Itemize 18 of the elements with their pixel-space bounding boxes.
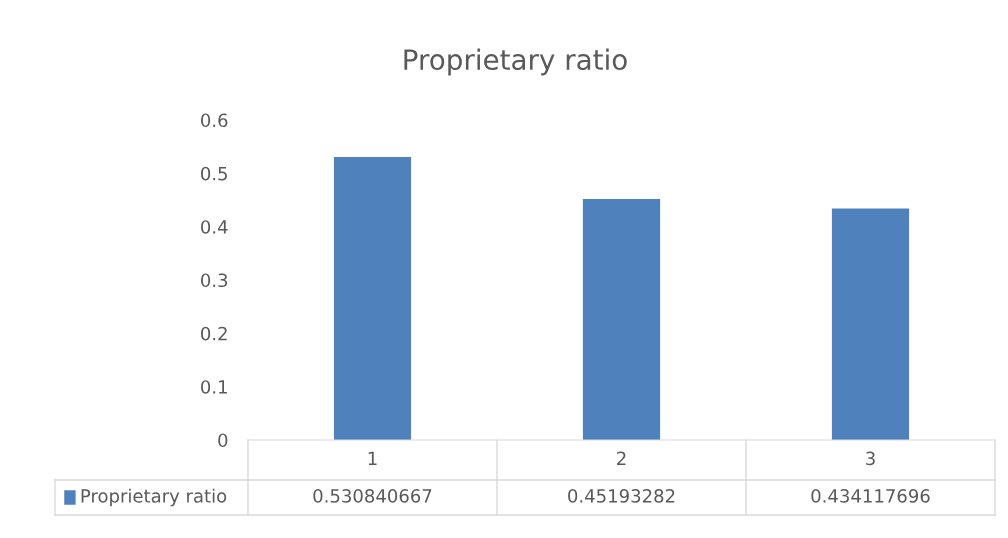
y-tick-label: 0.2 xyxy=(201,326,227,341)
bar xyxy=(582,198,661,440)
y-tick-label: 0.1 xyxy=(201,380,227,394)
y-tick-label: 0.5 xyxy=(201,166,227,181)
y-tick-label: 0.3 xyxy=(201,273,228,288)
bar xyxy=(333,156,412,440)
chart-title: Proprietary ratio xyxy=(404,48,627,76)
bar xyxy=(831,208,910,440)
x-tick-label: 1 xyxy=(368,451,377,465)
legend-label: Proprietary ratio xyxy=(81,488,227,507)
x-tick-label: 2 xyxy=(617,451,626,465)
data-label: 0.434117696 xyxy=(811,489,930,503)
data-label: 0.45193282 xyxy=(568,489,675,503)
y-tick-label: 0.6 xyxy=(201,113,228,128)
y-tick-label: 0 xyxy=(218,433,228,448)
data-label: 0.530840667 xyxy=(313,489,432,503)
x-tick-label: 3 xyxy=(866,451,875,466)
y-tick-label: 0.4 xyxy=(201,220,228,234)
